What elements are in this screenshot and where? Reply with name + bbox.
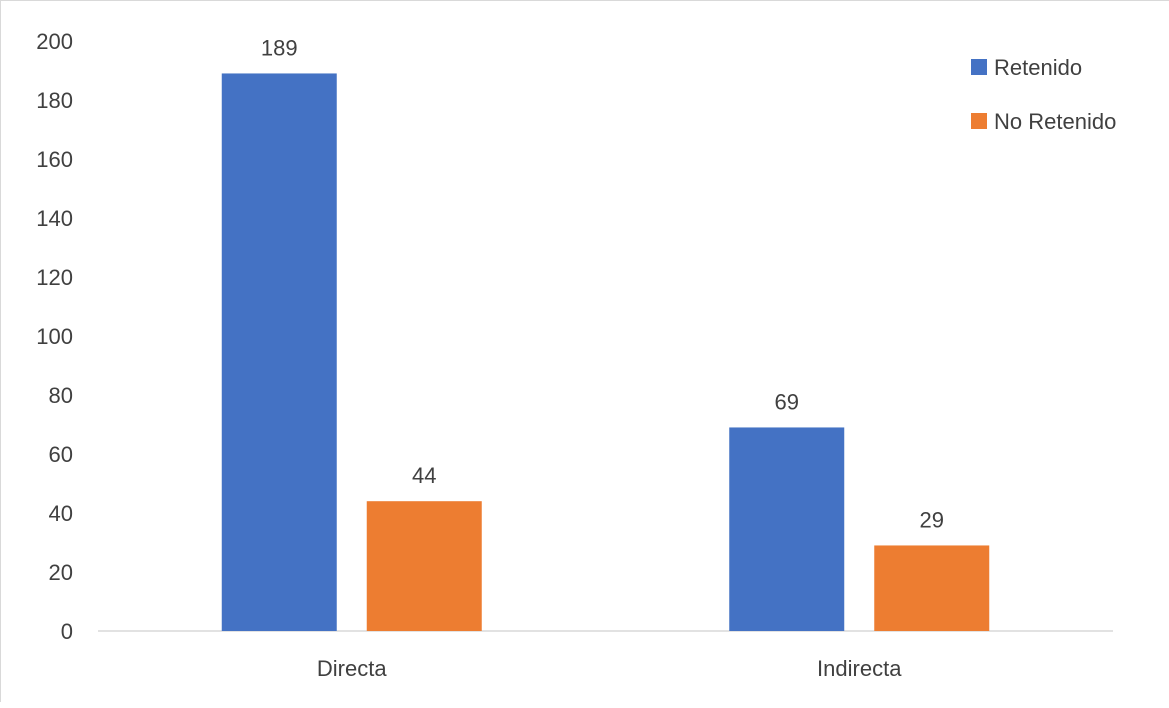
bar-no-retenido-indirecta — [874, 545, 990, 631]
y-tick-label: 0 — [61, 619, 73, 644]
legend-swatch — [971, 59, 987, 75]
y-tick-label: 60 — [49, 442, 73, 467]
y-tick-label: 200 — [36, 29, 73, 54]
legend: Retenido No Retenido — [971, 55, 1116, 134]
x-category-label: Directa — [317, 656, 387, 681]
y-tick-label: 40 — [49, 501, 73, 526]
data-label: 44 — [412, 463, 436, 488]
category-labels: Directa Indirecta — [317, 656, 902, 681]
y-axis-ticks: 0 20 40 60 80 100 120 140 160 180 200 — [36, 29, 73, 644]
y-tick-label: 80 — [49, 383, 73, 408]
data-label: 69 — [775, 389, 799, 414]
bar-retenido-indirecta — [729, 427, 845, 631]
legend-swatch — [971, 113, 987, 129]
bar-retenido-directa — [221, 73, 337, 631]
data-labels: 189 44 69 29 — [261, 35, 944, 532]
legend-label: No Retenido — [994, 109, 1116, 134]
bar-series — [221, 73, 990, 631]
legend-label: Retenido — [994, 55, 1082, 80]
x-category-label: Indirecta — [817, 656, 902, 681]
y-tick-label: 100 — [36, 324, 73, 349]
y-tick-label: 180 — [36, 88, 73, 113]
y-tick-label: 140 — [36, 206, 73, 231]
y-tick-label: 160 — [36, 147, 73, 172]
y-tick-label: 120 — [36, 265, 73, 290]
bar-no-retenido-directa — [366, 501, 482, 631]
data-label: 189 — [261, 35, 298, 60]
data-label: 29 — [920, 507, 944, 532]
y-tick-label: 20 — [49, 560, 73, 585]
